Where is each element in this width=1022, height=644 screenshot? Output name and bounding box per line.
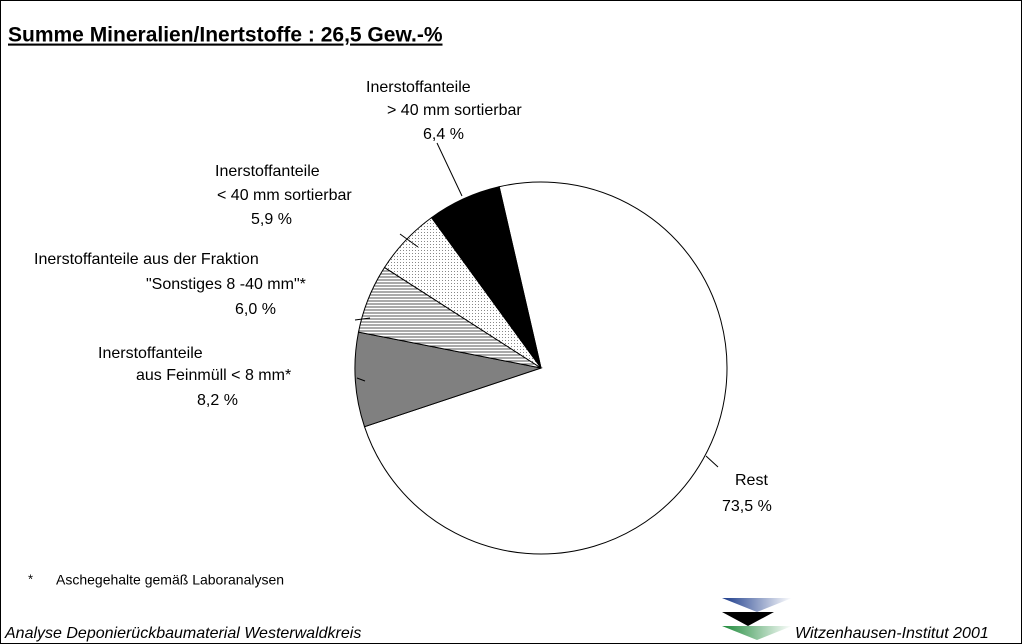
slice-label: > 40 mm sortierbar: [387, 102, 522, 119]
slice-label: Inerstoffanteile aus der Fraktion: [34, 251, 259, 268]
slice-label: Inerstoffanteile: [366, 79, 471, 96]
value-label: 8,2 %: [197, 392, 238, 409]
leader-line: [354, 317, 371, 321]
slice-label: Rest: [735, 472, 768, 489]
slice-label: Inerstoffanteile: [215, 163, 320, 180]
footnote-mark: *: [28, 571, 33, 586]
leader-line: [399, 233, 419, 248]
leader-line: [356, 377, 366, 382]
pie-slice: [354, 331, 543, 428]
slice-label: < 40 mm sortierbar: [217, 187, 352, 204]
leader-line: [436, 142, 463, 197]
footnote: Aschegehalte gemäß Laboranalysen: [56, 572, 284, 588]
value-label: 73,5 %: [722, 498, 772, 515]
slice-label: "Sonstiges 8 -40 mm"*: [146, 276, 306, 293]
slice-label: Inerstoffanteile: [98, 345, 203, 362]
pie-slice: [430, 186, 542, 369]
pie-slice: [363, 181, 728, 555]
value-label: 6,0 %: [235, 301, 276, 318]
value-label: 6,4 %: [423, 126, 464, 143]
source-left: Analyse Deponierückbaumaterial Westerwal…: [4, 625, 361, 642]
leader-line: [705, 455, 719, 468]
chart-title: Summe Mineralien/Inertstoffe : 26,5 Gew.…: [8, 24, 443, 47]
source-right: Witzenhausen-Institut 2001: [795, 625, 989, 642]
slice-label: aus Feinmüll < 8 mm*: [136, 367, 291, 384]
logo: [722, 598, 792, 640]
value-label: 5,9 %: [251, 211, 292, 228]
